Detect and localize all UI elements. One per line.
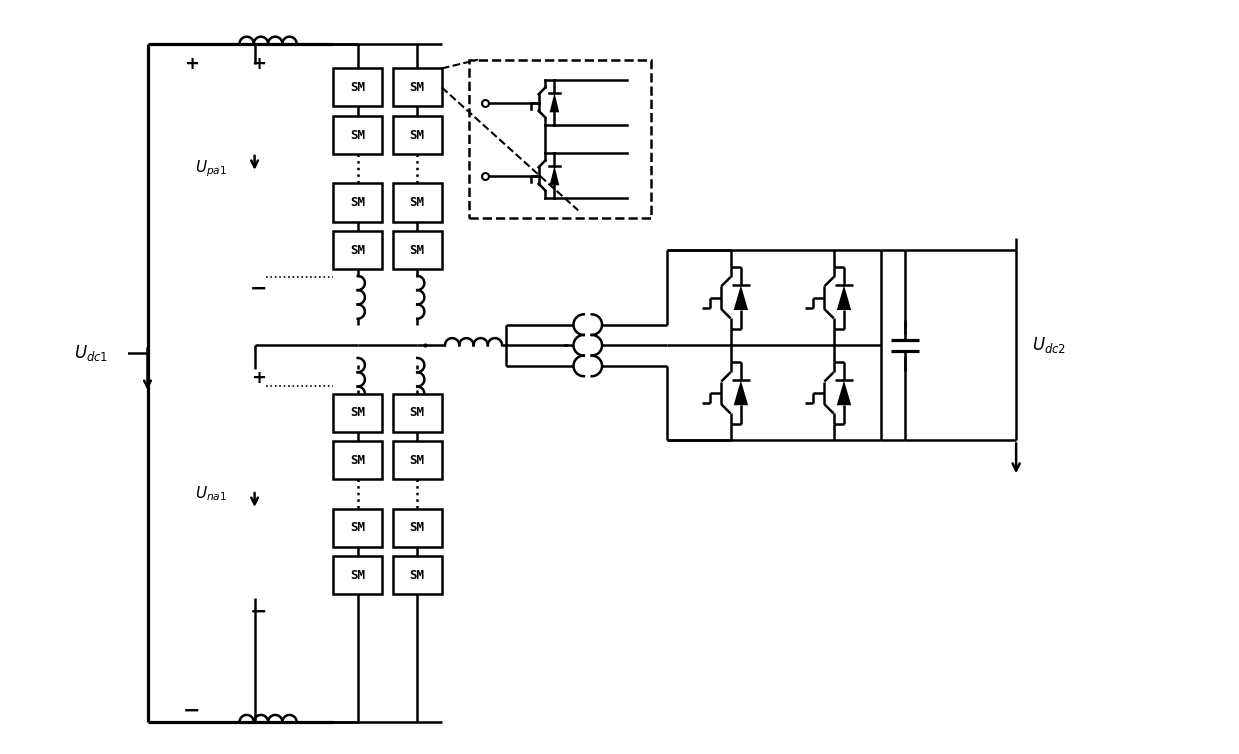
Bar [333,183,383,222]
Bar [393,116,442,154]
Text: SM: SM [351,569,366,582]
Text: SM: SM [351,406,366,419]
Text: SM: SM [410,244,425,256]
Text: SM: SM [410,454,425,467]
Text: SM: SM [410,196,425,209]
Text: +: + [252,54,266,72]
Text: −: − [250,279,268,299]
Polygon shape [550,166,559,185]
Text: $U_{na1}$: $U_{na1}$ [195,485,227,504]
Text: SM: SM [410,128,425,142]
Polygon shape [836,381,851,405]
Text: SM: SM [351,196,366,209]
Text: +: + [183,54,198,72]
Bar [333,509,383,547]
Text: SM: SM [410,406,425,419]
Text: SM: SM [351,454,366,467]
Text: SM: SM [351,81,366,94]
Text: SM: SM [351,521,366,535]
Polygon shape [733,285,748,310]
Bar [333,556,383,594]
Text: SM: SM [410,521,425,535]
Bar [333,231,383,269]
Bar [393,69,442,106]
Polygon shape [733,381,748,405]
Bar [393,509,442,547]
Text: SM: SM [351,244,366,256]
Text: SM: SM [410,81,425,94]
Polygon shape [836,285,851,310]
Text: SM: SM [410,569,425,582]
Text: $U_{dc1}$: $U_{dc1}$ [73,343,108,363]
Bar [333,116,383,154]
Bar [393,441,442,480]
Polygon shape [550,93,559,112]
Bar [468,60,652,219]
Text: $U_{pa1}$: $U_{pa1}$ [195,158,227,179]
Text: SM: SM [351,128,366,142]
Bar [333,441,383,480]
Text: +: + [252,369,266,387]
Text: −: − [250,602,268,622]
Bar [393,183,442,222]
Bar [393,231,442,269]
Bar [393,556,442,594]
Text: $U_{dc2}$: $U_{dc2}$ [1032,336,1067,355]
Bar [393,394,442,432]
Bar [333,69,383,106]
Text: −: − [182,700,199,720]
Bar [333,394,383,432]
